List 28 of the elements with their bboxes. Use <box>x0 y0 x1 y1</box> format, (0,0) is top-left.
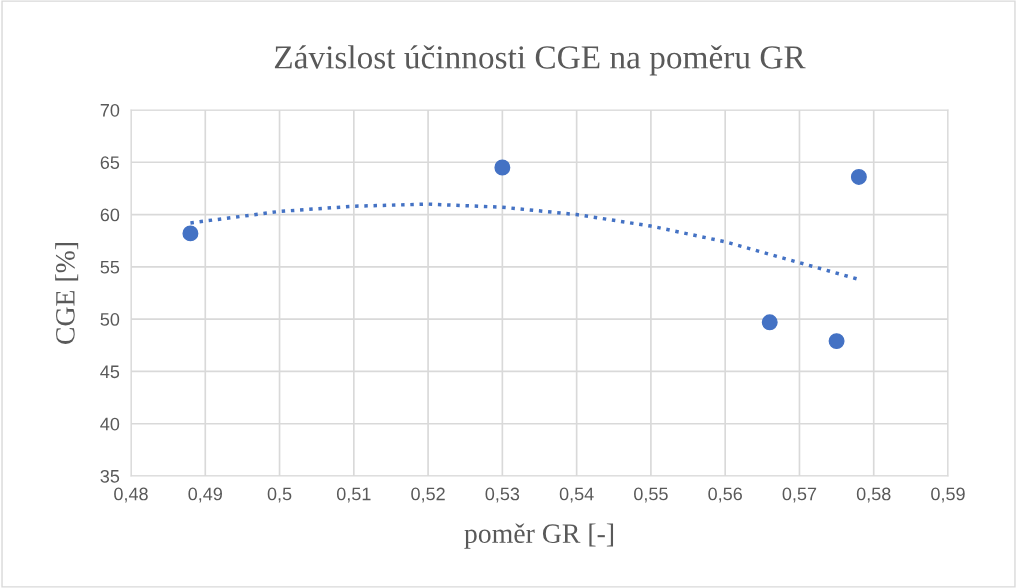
x-tick-label: 0,49 <box>188 487 222 503</box>
x-tick-label: 0,56 <box>708 487 742 503</box>
x-tick-label: 0,54 <box>559 487 594 503</box>
y-tick-label: 55 <box>100 260 120 274</box>
y-tick-label: 35 <box>100 469 120 483</box>
point <box>850 168 867 185</box>
y-axis-title: CGE [%] <box>55 242 79 344</box>
x-tick-label: 0,55 <box>634 487 668 503</box>
y-tick-label: 60 <box>100 208 120 222</box>
y-tick-label: 40 <box>100 417 120 431</box>
y-tick-label: 50 <box>100 313 120 326</box>
x-axis-title: poměr GR [-] <box>464 523 614 549</box>
x-tick-label: 0,58 <box>856 487 891 503</box>
y-tick-label: 70 <box>100 103 120 117</box>
y-tick-label: 45 <box>100 365 120 379</box>
x-tick-label: 0,51 <box>336 487 371 503</box>
point <box>494 159 511 176</box>
x-tick-label: 0,5 <box>267 487 292 503</box>
point <box>828 333 845 350</box>
y-tick-label: 65 <box>100 156 120 170</box>
point <box>761 314 778 331</box>
x-tick-label: 0,48 <box>114 487 148 503</box>
chart-title: Závislost účinnosti CGE na poměru GR <box>274 45 806 76</box>
x-tick-label: 0,59 <box>931 487 965 503</box>
x-tick-label: 0,52 <box>411 487 445 503</box>
point <box>182 225 199 242</box>
x-tick-label: 0,53 <box>485 487 520 503</box>
x-tick-label: 0,57 <box>782 487 817 503</box>
